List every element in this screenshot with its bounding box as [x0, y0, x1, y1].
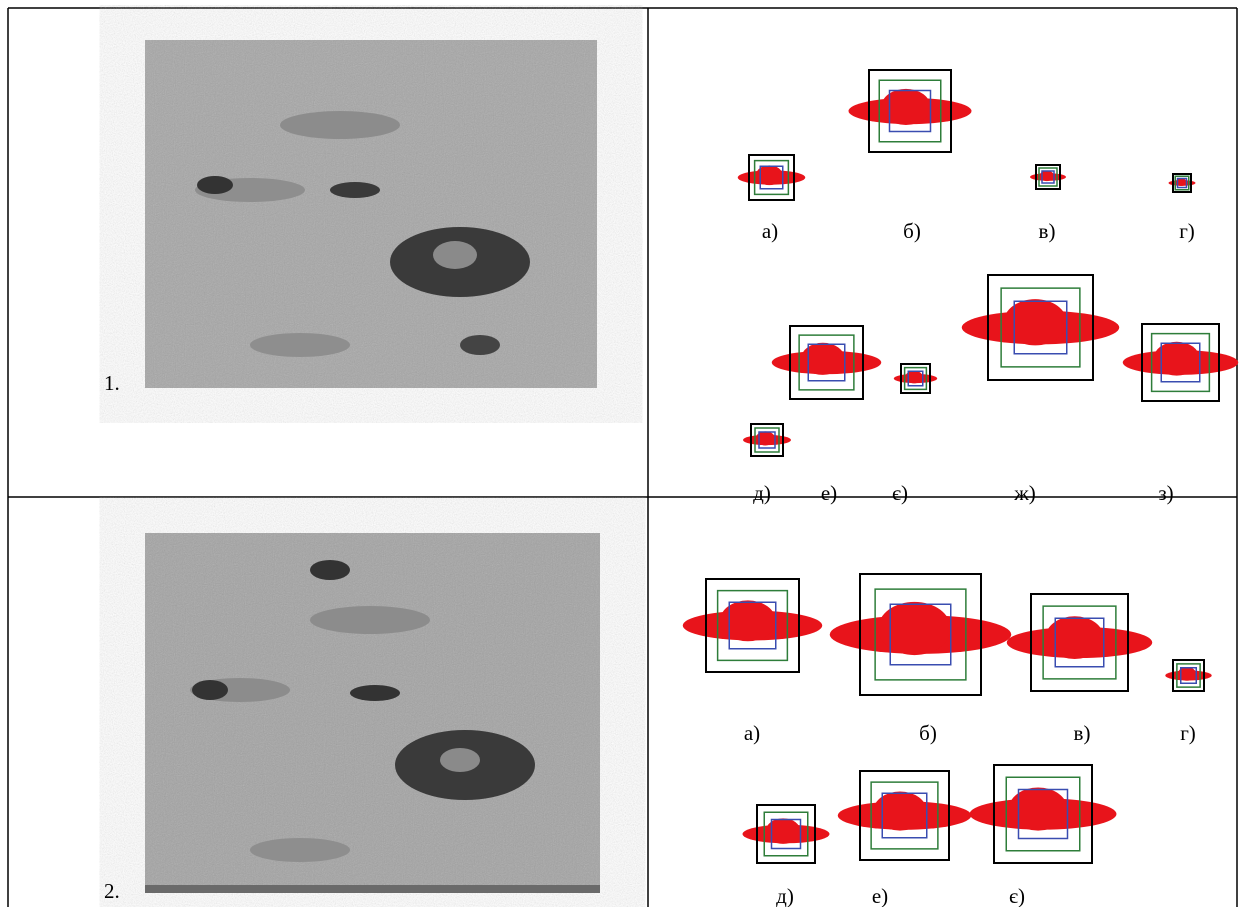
sonar-image-2 — [145, 533, 600, 893]
segment-blob — [873, 791, 926, 830]
target-label: е) — [821, 481, 837, 505]
target-label: а) — [744, 721, 760, 745]
target-label: д) — [776, 884, 794, 907]
target-label: б) — [903, 219, 921, 243]
target-label: е) — [872, 884, 888, 907]
target-label: в) — [1039, 219, 1056, 243]
row-number: 2. — [104, 879, 120, 903]
segment-blob — [1046, 616, 1104, 659]
target-label: а) — [762, 219, 778, 243]
target-label: з) — [1158, 481, 1173, 505]
target-label: є) — [892, 481, 908, 505]
segment-blob — [1154, 342, 1200, 376]
target-label: є) — [1009, 884, 1025, 907]
row-number: 1. — [104, 371, 120, 395]
target-label: д) — [753, 481, 771, 505]
target-label: г) — [1180, 721, 1196, 745]
segment-blob — [881, 89, 930, 125]
target-label: б) — [919, 721, 937, 745]
sonar-image-1 — [145, 40, 597, 388]
figure: 1. 2. а) б) в) г) д) е) є) ж) з) а) б) в) г) д) е) є) — [0, 0, 1245, 907]
segment-blob — [1009, 788, 1068, 831]
segment-blob — [720, 600, 776, 641]
segment-blob — [1004, 299, 1067, 345]
targets: а) б) в) г) д) е) є) ж) з) а) б) в) г) д) е) є) — [683, 70, 1239, 907]
target-label: в) — [1074, 721, 1091, 745]
segment-blob — [878, 602, 951, 655]
target-label: ж) — [1013, 481, 1036, 505]
target-label: г) — [1179, 219, 1195, 243]
